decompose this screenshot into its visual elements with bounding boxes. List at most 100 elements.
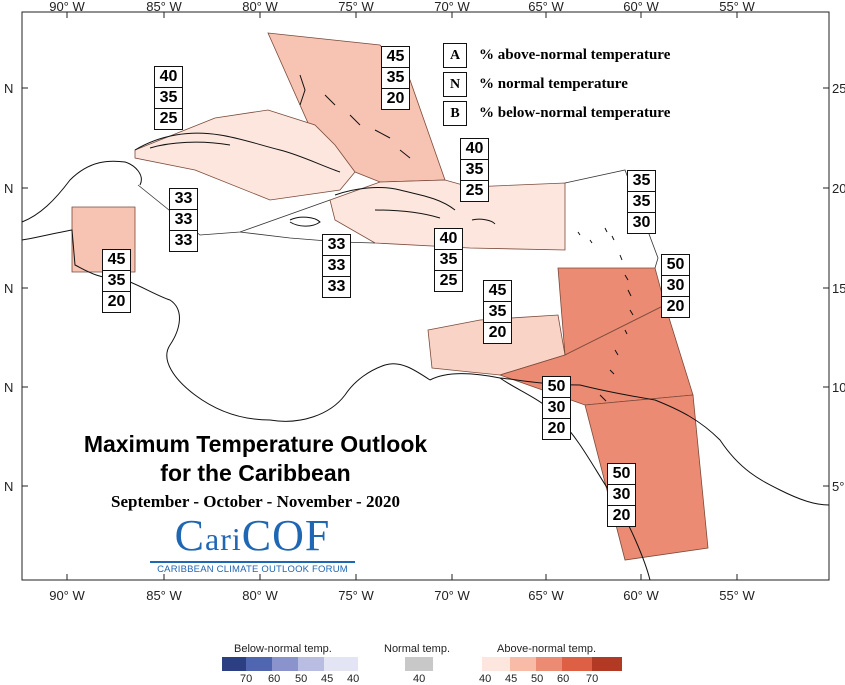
lon-label-bottom: 65° W — [528, 588, 564, 603]
legend-swatch — [324, 657, 358, 671]
prob-normal: 35 — [484, 302, 511, 323]
prob-above: 40 — [435, 229, 462, 250]
lat-label-right: 20 — [832, 181, 845, 196]
prob-above: 40 — [461, 139, 488, 160]
prob-above: 45 — [103, 250, 130, 271]
prob-above: 33 — [170, 189, 197, 210]
prob-box-cuba: 40 35 25 — [154, 66, 183, 130]
lon-label-top: 75° W — [338, 0, 374, 14]
legend-swatch — [562, 657, 592, 671]
lat-label-left: N — [4, 380, 13, 395]
legend-swatch — [272, 657, 298, 671]
prob-above: 45 — [382, 47, 409, 68]
prob-above: 40 — [155, 67, 182, 88]
prob-box-belize: 45 35 20 — [102, 249, 131, 313]
legend-swatch — [298, 657, 324, 671]
prob-below: 20 — [547, 420, 566, 437]
prob-below: 25 — [159, 110, 178, 127]
prob-below: 20 — [107, 293, 126, 310]
lesser-antilles-islands — [577, 227, 634, 402]
legend-swatch — [405, 657, 433, 671]
prob-above: 35 — [628, 171, 655, 192]
prob-normal: 33 — [323, 256, 350, 277]
legend-tick: 45 — [321, 673, 334, 685]
lon-label-top: 70° W — [434, 0, 470, 14]
prob-below: 33 — [327, 278, 346, 295]
lon-label-bottom: 75° W — [338, 588, 374, 603]
prob-box-jamaica: 33 33 33 — [322, 234, 351, 298]
prob-normal: 30 — [608, 485, 635, 506]
map-title-line1: Maximum Temperature Outlook — [83, 431, 428, 457]
legend-tick: 60 — [268, 673, 281, 685]
prob-below: 25 — [439, 272, 458, 289]
caricof-logo-subtitle: CARIBBEAN CLIMATE OUTLOOK FORUM — [150, 561, 355, 575]
prob-normal: 35 — [461, 160, 488, 181]
map-title-line2: for the Caribbean — [160, 460, 351, 486]
key-row-normal: N % normal temperature — [443, 70, 670, 99]
lon-label-top: 60° W — [623, 0, 659, 14]
map-period: September - October - November - 2020 — [111, 492, 400, 511]
legend-title-above: Above-normal temp. — [497, 643, 597, 655]
prob-above: 50 — [662, 255, 689, 276]
legend-tick: 40 — [347, 673, 360, 685]
lon-label-bottom: 85° W — [146, 588, 182, 603]
prob-normal: 35 — [435, 250, 462, 271]
lat-label-left: N — [4, 181, 13, 196]
lon-label-top: 80° W — [242, 0, 278, 14]
prob-normal: 35 — [103, 271, 130, 292]
lat-label-left: N — [4, 281, 13, 296]
legend-swatch — [592, 657, 622, 671]
zone-cuba — [134, 109, 356, 201]
legend-tick: 45 — [505, 673, 518, 685]
lon-label-bottom: 90° W — [49, 588, 85, 603]
caricof-logo: CariCOF CARIBBEAN CLIMATE OUTLOOK FORUM — [150, 514, 355, 575]
prob-normal: 35 — [382, 68, 409, 89]
lat-label-right: 10 — [832, 380, 845, 395]
lat-label-right: 25 — [832, 81, 845, 96]
key-letter: A — [443, 43, 467, 68]
legend-swatch — [222, 657, 246, 671]
lon-label-bottom: 70° W — [434, 588, 470, 603]
lat-label-right: 15 — [832, 281, 845, 296]
prob-box-hispaniola: 40 35 25 — [460, 138, 489, 202]
key-text: % below-normal temperature — [479, 105, 671, 121]
prob-box-bahamas: 45 35 20 — [381, 46, 410, 110]
axis-ticks — [22, 12, 829, 580]
legend-tick: 50 — [295, 673, 308, 685]
prob-normal: 30 — [543, 398, 570, 419]
lon-label-top: 90° W — [49, 0, 85, 14]
zone-jamaica-outline — [239, 231, 376, 244]
legend-swatch — [510, 657, 536, 671]
lon-label-bottom: 55° W — [719, 588, 755, 603]
prob-box-leeward-north: 35 35 30 — [627, 170, 656, 234]
key-text: % normal temperature — [479, 76, 628, 92]
prob-above: 33 — [323, 235, 350, 256]
lat-label-right: 5° — [832, 479, 844, 494]
prob-below: 25 — [465, 182, 484, 199]
legend-tick: 70 — [240, 673, 253, 685]
key-row-above: A % above-normal temperature — [443, 41, 670, 70]
legend-swatch — [536, 657, 562, 671]
legend-tick: 40 — [413, 673, 426, 685]
prob-normal: 30 — [662, 276, 689, 297]
lon-label-bottom: 60° W — [623, 588, 659, 603]
prob-box-western-caribbean: 33 33 33 — [169, 188, 198, 252]
prob-box-puerto-rico: 40 35 25 — [434, 228, 463, 292]
legend-title-normal: Normal temp. — [384, 643, 451, 655]
prob-box-trinidad: 50 30 20 — [542, 376, 571, 440]
prob-normal: 33 — [170, 210, 197, 231]
legend-tick: 70 — [586, 673, 599, 685]
prob-below: 20 — [612, 507, 631, 524]
prob-normal: 35 — [628, 192, 655, 213]
prob-below: 20 — [488, 324, 507, 341]
prob-box-lesser-antilles: 50 30 20 — [661, 254, 690, 318]
coastlines — [21, 74, 830, 581]
zone-hispaniola — [329, 179, 566, 251]
lon-label-bottom: 80° W — [242, 588, 278, 603]
prob-above: 50 — [543, 377, 570, 398]
lat-label-left: N — [4, 479, 13, 494]
prob-box-guianas: 50 30 20 — [607, 463, 636, 527]
legend-tick: 60 — [557, 673, 570, 685]
key-text: % above-normal temperature — [479, 47, 671, 63]
